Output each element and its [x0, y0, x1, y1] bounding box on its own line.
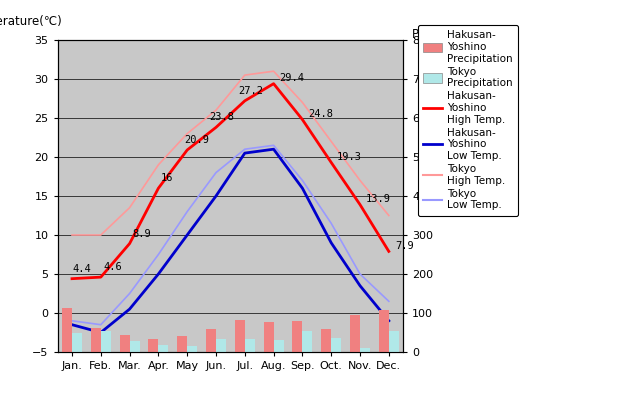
Bar: [91, 328, 101, 352]
Bar: [120, 335, 129, 352]
Bar: [379, 310, 388, 352]
Text: 16: 16: [161, 173, 173, 183]
Y-axis label: Temperature(℃): Temperature(℃): [0, 14, 61, 28]
Text: 8.9: 8.9: [132, 229, 151, 239]
Bar: [245, 339, 255, 352]
Bar: [360, 348, 370, 352]
Bar: [101, 330, 111, 352]
Bar: [148, 339, 159, 352]
Text: 19.3: 19.3: [337, 152, 362, 162]
Text: 4.6: 4.6: [104, 262, 122, 272]
Text: 7.9: 7.9: [396, 241, 415, 251]
Text: 13.9: 13.9: [365, 194, 390, 204]
Text: 29.4: 29.4: [279, 73, 304, 83]
Bar: [216, 339, 226, 352]
Bar: [332, 338, 341, 352]
Bar: [177, 336, 187, 352]
Text: 27.2: 27.2: [238, 86, 263, 96]
Bar: [321, 329, 332, 352]
Text: 4.4: 4.4: [72, 264, 91, 274]
Bar: [274, 340, 284, 352]
Y-axis label: Precipitation(mm): Precipitation(mm): [412, 28, 518, 40]
Bar: [206, 329, 216, 352]
Bar: [187, 346, 197, 352]
Bar: [350, 315, 360, 352]
Bar: [235, 320, 245, 352]
Bar: [129, 341, 140, 352]
Text: 24.8: 24.8: [308, 109, 333, 119]
Bar: [292, 321, 303, 352]
Bar: [389, 330, 399, 352]
Legend: Hakusan-
Yoshino
Precipitation, Tokyo
Precipitation, Hakusan-
Yoshino
High Temp.: Hakusan- Yoshino Precipitation, Tokyo Pr…: [418, 25, 518, 216]
Bar: [302, 330, 312, 352]
Bar: [264, 322, 274, 352]
Bar: [159, 345, 168, 352]
Bar: [62, 308, 72, 352]
Text: 23.8: 23.8: [209, 112, 234, 122]
Text: 20.9: 20.9: [184, 135, 209, 145]
Bar: [72, 332, 82, 352]
